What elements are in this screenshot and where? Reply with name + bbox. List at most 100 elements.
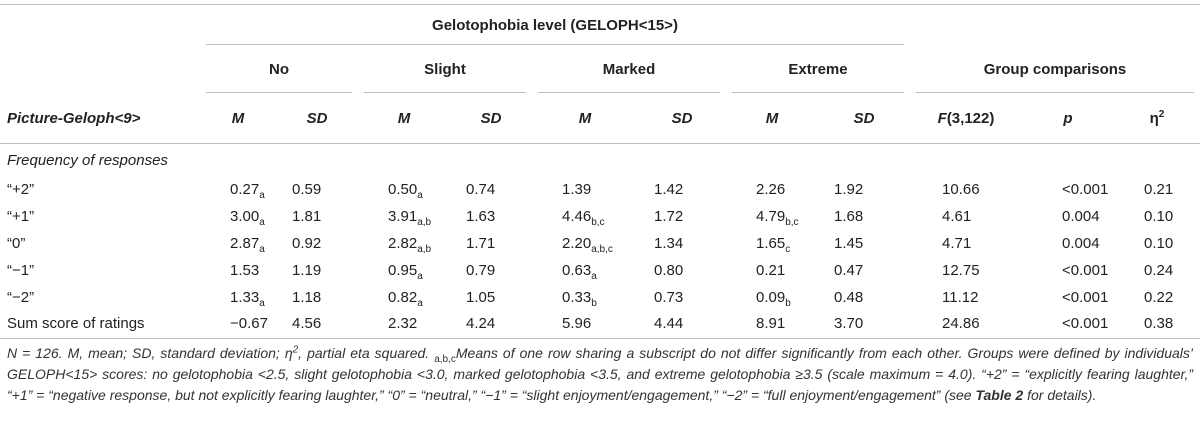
cell-subscript: b <box>785 298 791 309</box>
cell-subscript: c <box>785 244 791 255</box>
results-table: Gelotophobia level (GELOPH<15>) No Sligh… <box>0 4 1200 339</box>
cell-value: 10.66 <box>942 181 980 198</box>
cell-no-sd: 1.81 <box>276 203 358 230</box>
col-f-letter: F <box>937 109 947 127</box>
table-body: “+2” 0.27a 0.59 0.50a 0.74 1.39 1.42 2.26 1.92 10… <box>0 176 1200 339</box>
cell-p-value: 0.004 <box>1022 203 1114 230</box>
cell-extreme-m: 8.91 <box>726 311 818 339</box>
cell-eta-value: 0.10 <box>1114 203 1200 230</box>
cell-subscript: a,b,c <box>591 244 613 255</box>
cell-value: 2.82 <box>388 235 418 252</box>
cell-value: 4.61 <box>942 208 972 225</box>
group-marked-header: Marked <box>532 45 726 93</box>
group-comparisons-header: Group comparisons <box>910 45 1200 93</box>
top-rule <box>0 4 1200 5</box>
cell-no-sd: 1.19 <box>276 257 358 284</box>
cell-slight-m: 0.50a <box>358 176 450 203</box>
cell-value: 0.95 <box>388 262 418 279</box>
cell-no-m: 2.87a <box>200 230 276 257</box>
cell-value: 4.46 <box>562 208 592 225</box>
cell-subscript: a,b <box>417 217 432 228</box>
col-no-sd: SD <box>276 93 358 144</box>
cell-value: 1.81 <box>292 208 322 225</box>
cell-extreme-m: 0.21 <box>726 257 818 284</box>
col-no-m: M <box>200 93 276 144</box>
cell-marked-sd: 4.44 <box>638 311 726 339</box>
cell-subscript: b <box>591 298 597 309</box>
cell-value: 0.24 <box>1144 262 1174 279</box>
cell-value: 1.92 <box>834 181 864 198</box>
cell-extreme-m: 0.09b <box>726 284 818 311</box>
cell-value: 0.82 <box>388 289 418 306</box>
cell-value: 0.59 <box>292 181 322 198</box>
cell-extreme-sd: 1.68 <box>818 203 910 230</box>
cell-value: 0.79 <box>466 262 496 279</box>
cell-no-sd: 0.92 <box>276 230 358 257</box>
col-f-df: (3,122) <box>946 109 995 127</box>
cell-value: 1.33 <box>230 289 260 306</box>
cell-subscript: a <box>259 190 265 201</box>
cell-extreme-sd: 0.48 <box>818 284 910 311</box>
cell-value: 12.75 <box>942 262 980 279</box>
cell-value: 1.53 <box>230 262 260 279</box>
note-table-reference[interactable]: Table 2 <box>975 387 1024 403</box>
col-marked-sd: SD <box>638 93 726 144</box>
cell-slight-m: 2.82a,b <box>358 230 450 257</box>
cell-extreme-m: 1.65c <box>726 230 818 257</box>
cell-no-m: 0.27a <box>200 176 276 203</box>
cell-marked-m: 0.63a <box>532 257 638 284</box>
row-label: “+1” <box>7 208 35 225</box>
cell-no-m: 1.33a <box>200 284 276 311</box>
cell-p-value: <0.001 <box>1022 284 1114 311</box>
cell-slight-sd: 0.79 <box>450 257 532 284</box>
cell-value: <0.001 <box>1062 289 1109 306</box>
cell-slight-sd: 1.05 <box>450 284 532 311</box>
cell-no-m: 1.53 <box>200 257 276 284</box>
cell-no-sd: 4.56 <box>276 311 358 339</box>
cell-slight-sd: 1.63 <box>450 203 532 230</box>
cell-eta-value: 0.38 <box>1114 311 1200 339</box>
cell-slight-m: 2.32 <box>358 311 450 339</box>
table-row: “−1” 1.53 1.19 0.95a 0.79 0.63a 0.80 0.21 0.47 12… <box>0 257 1200 284</box>
cell-value: 1.39 <box>562 181 592 198</box>
cell-value: 4.71 <box>942 235 972 252</box>
group-no-header: No <box>200 45 358 93</box>
cell-value: 1.18 <box>292 289 322 306</box>
cell-value: 1.63 <box>466 208 496 225</box>
cell-value: 3.00 <box>230 208 260 225</box>
cell-value: 0.63 <box>562 262 592 279</box>
cell-marked-sd: 1.34 <box>638 230 726 257</box>
col-f: F(3,122) <box>910 93 1022 144</box>
cell-slight-m: 3.91a,b <box>358 203 450 230</box>
cell-value: 11.12 <box>942 289 979 306</box>
group-extreme-header: Extreme <box>726 45 910 93</box>
cell-eta-value: 0.22 <box>1114 284 1200 311</box>
cell-eta-value: 0.21 <box>1114 176 1200 203</box>
note-sup: 2 <box>292 344 299 356</box>
cell-extreme-m: 2.26 <box>726 176 818 203</box>
cell-subscript: b,c <box>785 217 799 228</box>
cell-marked-m: 5.96 <box>532 311 638 339</box>
cell-f-value: 12.75 <box>910 257 1022 284</box>
cell-value: 0.38 <box>1144 314 1174 332</box>
cell-value: 0.92 <box>292 235 322 252</box>
cell-extreme-sd: 1.45 <box>818 230 910 257</box>
cell-value: 24.86 <box>942 314 980 332</box>
row-label: “−1” <box>7 262 35 279</box>
cell-value: 0.50 <box>388 181 418 198</box>
cell-value: 0.48 <box>834 289 864 306</box>
cell-extreme-sd: 3.70 <box>818 311 910 339</box>
group-header-row: No Slight Marked Extreme Group compariso… <box>0 45 1200 93</box>
row-label: “0” <box>7 235 26 252</box>
cell-value: 0.21 <box>756 262 786 279</box>
col-extreme-m: M <box>726 93 818 144</box>
super-header-row: Gelotophobia level (GELOPH<15>) <box>0 5 1200 45</box>
cell-subscript: a <box>259 244 265 255</box>
cell-f-value: 24.86 <box>910 311 1022 339</box>
cell-value: 0.27 <box>230 181 260 198</box>
cell-value: 1.68 <box>834 208 864 225</box>
cell-marked-m: 4.46b,c <box>532 203 638 230</box>
col-marked-m: M <box>532 93 638 144</box>
col-slight-sd: SD <box>450 93 532 144</box>
